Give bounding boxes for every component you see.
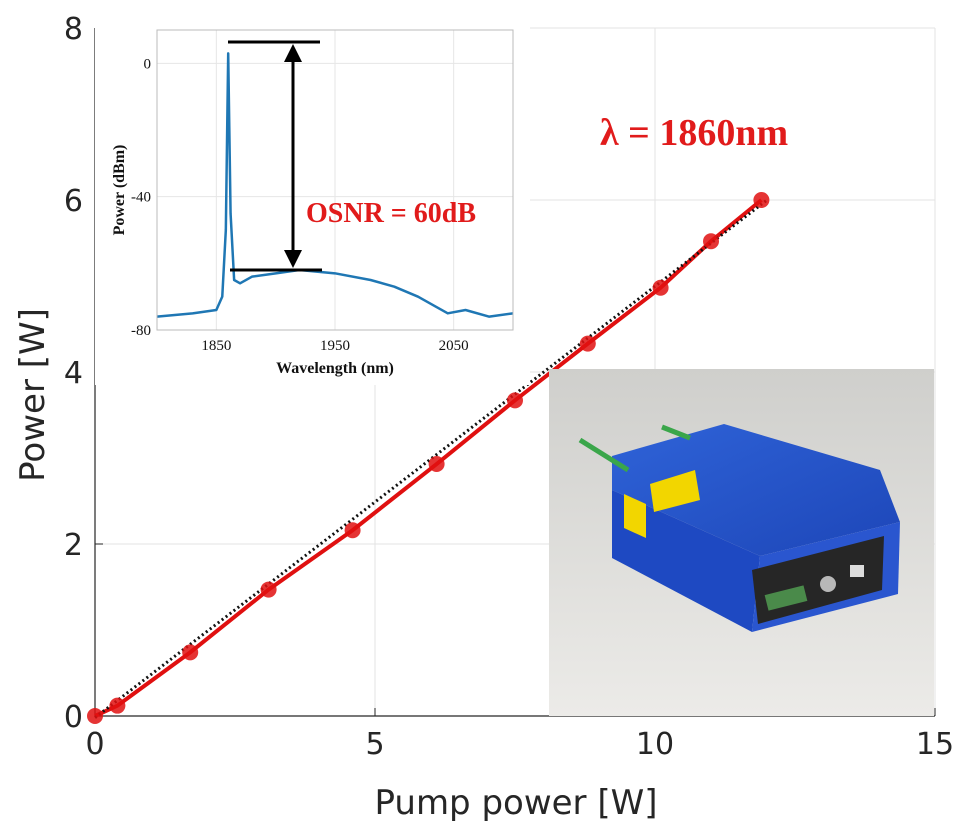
y-tick-label: 4 <box>64 356 83 391</box>
fiber-pigtail-1 <box>578 437 630 473</box>
data-point <box>260 581 277 598</box>
x-tick-label: 5 <box>365 727 384 762</box>
x-tick-label: 15 <box>916 727 954 762</box>
data-point <box>703 233 719 250</box>
data-point <box>579 335 596 352</box>
inset-tick-labels: 1850 1950 2050 0 -40 -80 <box>131 56 469 354</box>
osnr-annotation: OSNR = 60dB <box>306 198 476 229</box>
inset-y-tick-label: -40 <box>131 190 151 206</box>
fiber-pigtail-2 <box>661 424 691 441</box>
data-point <box>652 279 669 296</box>
inset-background <box>95 20 530 385</box>
data-layer <box>87 192 770 724</box>
module-top-face <box>612 424 900 556</box>
db15-connector <box>764 585 808 611</box>
data-point <box>87 708 103 724</box>
osnr-arrow-head-up <box>284 44 302 62</box>
inset-y-tick-label: -80 <box>131 323 151 339</box>
data-point <box>428 456 445 473</box>
inset-data <box>156 52 514 318</box>
inset-x-tick-label: 2050 <box>439 338 469 354</box>
inset-x-tick-label: 1950 <box>320 338 350 354</box>
inset-y-tick-label: 0 <box>144 56 152 72</box>
x-tick-label: 10 <box>636 727 674 762</box>
data-point <box>109 697 126 714</box>
inset-x-tick-label: 1850 <box>201 338 231 354</box>
inset-axes-box <box>156 29 514 331</box>
y-tick-label: 0 <box>64 700 83 735</box>
osnr-arrow-head-down <box>284 250 302 268</box>
data-point <box>753 192 770 208</box>
y-tick-label: 8 <box>64 12 83 47</box>
inset-x-axis-title: Wavelength (nm) <box>276 360 394 377</box>
y-axis-title: Power [W] <box>13 308 53 482</box>
x-axis-title: Pump power [W] <box>374 783 657 823</box>
laser-hazard-label <box>624 494 646 538</box>
module-left-face <box>612 490 760 632</box>
y-tick-label: 6 <box>64 184 83 219</box>
y-tick-label: 2 <box>64 528 83 563</box>
spectrum-line <box>156 52 514 318</box>
tick-labels-layer: 0 5 10 15 0 2 4 6 8 <box>64 12 954 762</box>
laser-module-photo <box>549 369 934 716</box>
laser-warning-label <box>650 470 700 512</box>
data-point <box>507 392 523 409</box>
data-point <box>182 644 199 661</box>
x-tick-label: 0 <box>85 727 104 762</box>
wavelength-annotation: λ = 1860nm <box>600 112 788 154</box>
data-point <box>344 522 361 539</box>
usb-connector <box>850 565 864 577</box>
sma-connector <box>820 576 836 592</box>
inset-spectrum: 1850 1950 2050 0 -40 -80 Wavelength (nm) Powe… <box>95 20 530 385</box>
inset-y-axis-title: Power (dBm) <box>111 145 128 236</box>
